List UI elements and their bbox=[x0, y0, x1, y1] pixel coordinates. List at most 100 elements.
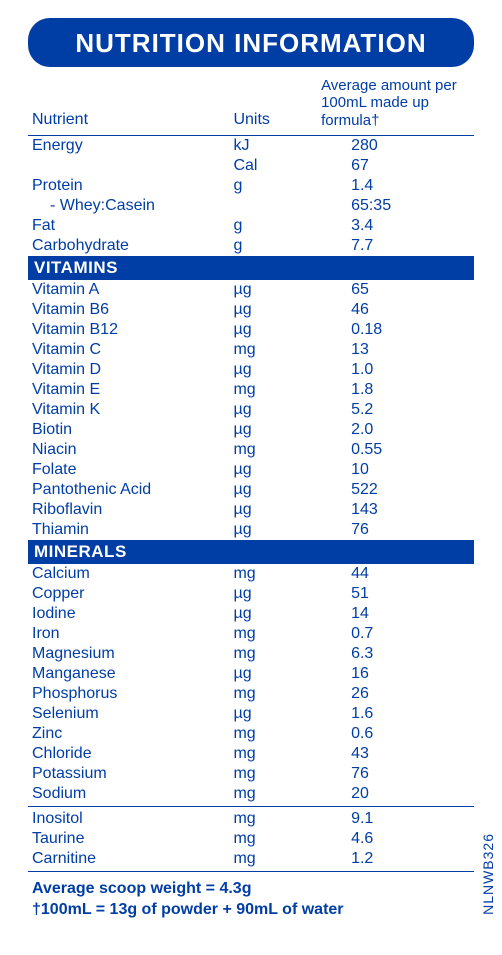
nutrient-unit: mg bbox=[233, 810, 321, 828]
nutrient-name: Pantothenic Acid bbox=[32, 481, 233, 499]
nutrient-name: Taurine bbox=[32, 830, 233, 848]
table-row: Calciummg44 bbox=[28, 564, 474, 584]
nutrient-value: 1.2 bbox=[321, 850, 470, 868]
table-header: Nutrient Units Average amount per 100mL … bbox=[28, 73, 474, 136]
others-block: Inositolmg9.1Taurinemg4.6Carnitinemg1.2 bbox=[28, 809, 474, 869]
nutrient-name bbox=[32, 157, 233, 175]
nutrient-unit: g bbox=[233, 217, 321, 235]
nutrient-name: Sodium bbox=[32, 785, 233, 803]
col-amount-line2: 100mL made up formula† bbox=[321, 94, 470, 129]
nutrient-unit: Cal bbox=[233, 157, 321, 175]
nutrient-value: 9.1 bbox=[321, 810, 470, 828]
nutrient-value: 76 bbox=[321, 765, 470, 783]
table-row: Inositolmg9.1 bbox=[28, 809, 474, 829]
table-row: Proteing1.4 bbox=[28, 176, 474, 196]
nutrient-value: 2.0 bbox=[321, 421, 470, 439]
nutrient-unit: µg bbox=[233, 605, 321, 623]
table-row: Vitamin Kµg5.2 bbox=[28, 400, 474, 420]
nutrient-unit bbox=[233, 197, 321, 215]
table-row: Carbohydrateg7.7 bbox=[28, 236, 474, 256]
nutrient-unit: mg bbox=[233, 381, 321, 399]
footnote-formula: †100mL = 13g of powder + 90mL of water bbox=[32, 899, 470, 921]
nutrient-value: 20 bbox=[321, 785, 470, 803]
nutrient-name: Vitamin B12 bbox=[32, 321, 233, 339]
table-row: Pantothenic Acidµg522 bbox=[28, 480, 474, 500]
nutrient-name: Inositol bbox=[32, 810, 233, 828]
table-row: Chloridemg43 bbox=[28, 744, 474, 764]
nutrient-value: 16 bbox=[321, 665, 470, 683]
nutrient-unit: µg bbox=[233, 421, 321, 439]
nutrient-value: 76 bbox=[321, 521, 470, 539]
nutrient-value: 1.8 bbox=[321, 381, 470, 399]
nutrient-unit: µg bbox=[233, 665, 321, 683]
nutrient-value: 44 bbox=[321, 565, 470, 583]
nutrient-name: Zinc bbox=[32, 725, 233, 743]
nutrient-unit: µg bbox=[233, 321, 321, 339]
nutrient-unit: mg bbox=[233, 830, 321, 848]
nutrient-value: 65:35 bbox=[321, 197, 470, 215]
nutrient-unit: µg bbox=[233, 521, 321, 539]
nutrient-name: Biotin bbox=[32, 421, 233, 439]
nutrient-value: 1.0 bbox=[321, 361, 470, 379]
nutrient-name: Magnesium bbox=[32, 645, 233, 663]
nutrient-unit: µg bbox=[233, 585, 321, 603]
nutrient-name: Folate bbox=[32, 461, 233, 479]
nutrient-name: Carbohydrate bbox=[32, 237, 233, 255]
nutrient-unit: µg bbox=[233, 481, 321, 499]
nutrient-value: 65 bbox=[321, 281, 470, 299]
nutrient-unit: mg bbox=[233, 765, 321, 783]
table-row: Phosphorusmg26 bbox=[28, 684, 474, 704]
table-row: Vitamin Dµg1.0 bbox=[28, 360, 474, 380]
col-nutrient: Nutrient bbox=[32, 111, 233, 129]
nutrient-name: Vitamin B6 bbox=[32, 301, 233, 319]
nutrient-value: 0.6 bbox=[321, 725, 470, 743]
nutrient-value: 0.18 bbox=[321, 321, 470, 339]
nutrient-unit: µg bbox=[233, 461, 321, 479]
nutrient-value: 4.6 bbox=[321, 830, 470, 848]
table-row: Manganeseµg16 bbox=[28, 664, 474, 684]
nutrient-name: Niacin bbox=[32, 441, 233, 459]
nutrient-value: 1.6 bbox=[321, 705, 470, 723]
col-amount-line1: Average amount per bbox=[321, 77, 470, 94]
table-row: Thiaminµg76 bbox=[28, 520, 474, 540]
nutrient-name: Copper bbox=[32, 585, 233, 603]
nutrient-unit: µg bbox=[233, 281, 321, 299]
nutrient-name: Thiamin bbox=[32, 521, 233, 539]
table-row: Vitamin B6µg46 bbox=[28, 300, 474, 320]
nutrient-name: Vitamin D bbox=[32, 361, 233, 379]
nutrient-value: 522 bbox=[321, 481, 470, 499]
nutrition-panel: NUTRITION INFORMATION Nutrient Units Ave… bbox=[28, 18, 474, 921]
nutrient-unit: kJ bbox=[233, 137, 321, 155]
nutrient-unit: mg bbox=[233, 725, 321, 743]
nutrient-unit: µg bbox=[233, 301, 321, 319]
nutrient-unit: mg bbox=[233, 685, 321, 703]
table-row: Vitamin Aµg65 bbox=[28, 280, 474, 300]
nutrient-value: 280 bbox=[321, 137, 470, 155]
nutrient-unit: g bbox=[233, 177, 321, 195]
nutrient-unit: µg bbox=[233, 361, 321, 379]
nutrient-value: 0.7 bbox=[321, 625, 470, 643]
nutrient-name: Riboflavin bbox=[32, 501, 233, 519]
nutrient-value: 10 bbox=[321, 461, 470, 479]
table-row: Riboflavinµg143 bbox=[28, 500, 474, 520]
nutrient-name: Iodine bbox=[32, 605, 233, 623]
table-row: Vitamin Cmg13 bbox=[28, 340, 474, 360]
nutrient-unit: µg bbox=[233, 705, 321, 723]
nutrient-value: 26 bbox=[321, 685, 470, 703]
divider-bottom bbox=[28, 871, 474, 872]
nutrient-name: Potassium bbox=[32, 765, 233, 783]
table-row: Copperµg51 bbox=[28, 584, 474, 604]
nutrient-name: Carnitine bbox=[32, 850, 233, 868]
nutrient-name: Calcium bbox=[32, 565, 233, 583]
table-row: EnergykJ280 bbox=[28, 136, 474, 156]
table-row: Cal67 bbox=[28, 156, 474, 176]
table-row: Vitamin B12µg0.18 bbox=[28, 320, 474, 340]
nutrient-value: 0.55 bbox=[321, 441, 470, 459]
minerals-block: Calciummg44Copperµg51Iodineµg14Ironmg0.7… bbox=[28, 564, 474, 804]
nutrient-value: 13 bbox=[321, 341, 470, 359]
nutrient-unit: mg bbox=[233, 565, 321, 583]
nutrient-value: 1.4 bbox=[321, 177, 470, 195]
table-row: Fatg3.4 bbox=[28, 216, 474, 236]
nutrient-unit: mg bbox=[233, 850, 321, 868]
table-row: Ironmg0.7 bbox=[28, 624, 474, 644]
